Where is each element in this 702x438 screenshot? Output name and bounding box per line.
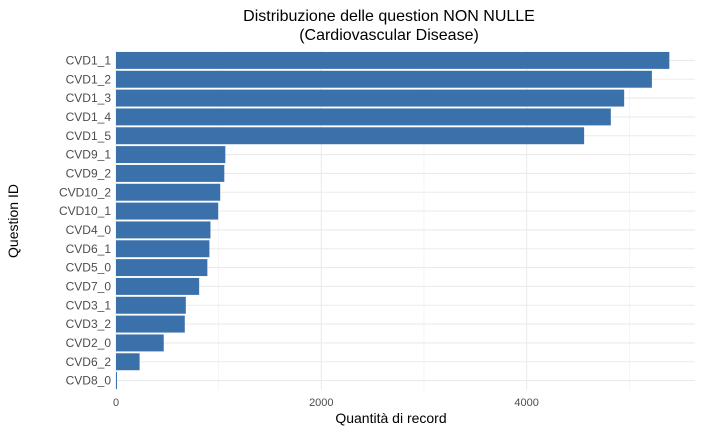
x-axis-tick-labels: 0 2000 4000 xyxy=(113,397,539,409)
bar-cvd3-2 xyxy=(116,315,185,333)
y-tick-label: CVD7_0 xyxy=(66,279,112,293)
y-tick-label: CVD6_2 xyxy=(66,355,112,369)
bars xyxy=(116,51,670,390)
y-tick-label: CVD3_2 xyxy=(66,317,112,331)
x-tick-label: 2000 xyxy=(309,397,333,409)
y-tick-label: CVD2_0 xyxy=(66,336,112,350)
bar-cvd9-2 xyxy=(116,164,225,182)
y-tick-label: CVD9_1 xyxy=(66,148,112,162)
bar-cvd6-1 xyxy=(116,240,210,258)
chart-subtitle: (Cardiovascular Disease) xyxy=(299,27,479,44)
bar-cvd5-0 xyxy=(116,259,208,277)
chart-title: Distribuzione delle question NON NULLE xyxy=(243,8,535,25)
bar-cvd7-0 xyxy=(116,277,200,295)
y-tick-label: CVD5_0 xyxy=(66,261,112,275)
bar-cvd1-3 xyxy=(116,89,625,107)
x-tick-label: 4000 xyxy=(514,397,538,409)
y-tick-label: CVD10_1 xyxy=(59,204,111,218)
y-tick-label: CVD1_2 xyxy=(66,72,112,86)
y-axis-tick-labels: CVD1_1 CVD1_2 CVD1_3 CVD1_4 CVD1_5 CVD9_1 CVD9… xyxy=(59,53,111,387)
y-tick-label: CVD3_1 xyxy=(66,298,112,312)
y-tick-label: CVD4_0 xyxy=(66,223,112,237)
y-tick-label: CVD6_1 xyxy=(66,242,112,256)
bar-cvd9-1 xyxy=(116,146,226,164)
bar-cvd3-1 xyxy=(116,296,186,314)
bar-cvd1-1 xyxy=(116,51,670,69)
y-axis-title: Question ID xyxy=(5,184,21,258)
bar-cvd2-0 xyxy=(116,334,164,352)
y-tick-label: CVD10_2 xyxy=(59,185,111,199)
y-tick-label: CVD1_5 xyxy=(66,129,112,143)
bar-cvd6-2 xyxy=(116,353,140,371)
y-tick-label: CVD1_1 xyxy=(66,53,112,67)
bar-cvd1-5 xyxy=(116,127,585,145)
bar-cvd10-2 xyxy=(116,183,221,201)
bar-cvd10-1 xyxy=(116,202,219,220)
y-tick-label: CVD1_3 xyxy=(66,91,112,105)
x-tick-label: 0 xyxy=(113,397,119,409)
y-tick-label: CVD1_4 xyxy=(66,110,112,124)
bar-cvd4-0 xyxy=(116,221,211,239)
y-tick-label: CVD8_0 xyxy=(66,374,112,388)
bar-cvd8-0 xyxy=(116,372,117,390)
bar-cvd1-4 xyxy=(116,108,611,126)
x-axis-title: Quantità di record xyxy=(335,410,446,426)
bar-cvd1-2 xyxy=(116,70,652,88)
y-tick-label: CVD9_2 xyxy=(66,166,112,180)
